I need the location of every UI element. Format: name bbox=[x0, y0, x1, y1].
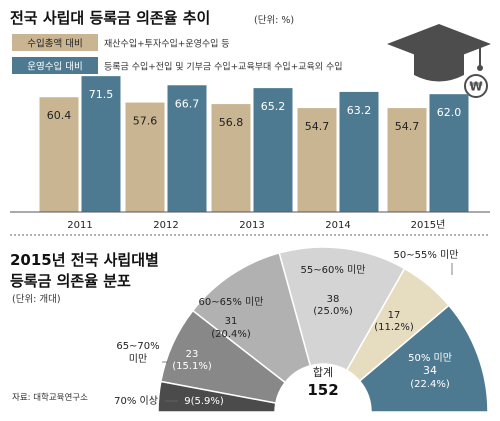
legend-desc-operating: 등록금 수입+전입 및 기부금 수입+교육부대 수입+교육외 수입 bbox=[104, 61, 343, 73]
x-tick-labels: 2011 2012 2013 2014 2015년 bbox=[67, 219, 445, 231]
bar-revenue-total-2013 bbox=[211, 104, 251, 212]
bar-value-label: 66.7 bbox=[175, 97, 200, 110]
bar-value-label: 65.2 bbox=[261, 100, 286, 113]
bar-value-label: 62.0 bbox=[437, 106, 462, 119]
x-tick-label: 2014 bbox=[325, 220, 350, 231]
slice-label: 38 bbox=[327, 294, 340, 305]
slice-label: 31 bbox=[225, 316, 238, 327]
bar-revenue-total-2012 bbox=[125, 102, 165, 212]
slice-label: 미만 bbox=[129, 353, 147, 365]
bar-value-label: 71.5 bbox=[89, 88, 114, 101]
bar-revenue-total-2015 bbox=[387, 108, 427, 212]
bar-operating-2015 bbox=[429, 94, 469, 212]
svg-text:₩: ₩ bbox=[469, 80, 483, 94]
total-value: 152 bbox=[307, 381, 338, 399]
bar-value-label: 57.6 bbox=[133, 115, 158, 128]
slice-label: 50~55% 미만 bbox=[394, 249, 459, 261]
bar-value-label: 56.8 bbox=[219, 116, 244, 129]
bar-value-label: 60.4 bbox=[47, 109, 72, 122]
slice-label: (22.4%) bbox=[410, 379, 450, 390]
slice-label: 60~65% 미만 bbox=[199, 296, 264, 308]
legend-label-revenue-total: 수입총액 대비 bbox=[27, 38, 82, 50]
total-label: 합계 bbox=[313, 366, 333, 379]
bar-revenue-total-2014 bbox=[297, 108, 337, 212]
bar-chart-unit: (단위: %) bbox=[254, 14, 294, 26]
slice-label: 55~60% 미만 bbox=[301, 264, 366, 276]
bar-chart-title: 전국 사립대 등록금 의존율 추이 bbox=[10, 9, 210, 27]
bar-operating-2014 bbox=[339, 91, 379, 212]
slice-label: 9(5.9%) bbox=[184, 396, 224, 407]
slice-label: 70% 이상 bbox=[114, 395, 158, 407]
slice-label: (11.2%) bbox=[374, 322, 414, 333]
slice-label: (25.0%) bbox=[313, 306, 353, 317]
legend-desc-revenue-total: 재산수입+투자수입+운영수입 등 bbox=[104, 38, 230, 50]
slice-label: 34 bbox=[423, 364, 437, 377]
legend-swatch-operating bbox=[12, 57, 98, 74]
pie-unit: (단위: 개대) bbox=[12, 293, 61, 305]
donut-slice bbox=[157, 380, 277, 413]
bar-operating-2012 bbox=[167, 85, 207, 212]
bar-revenue-total-2011 bbox=[39, 97, 79, 212]
legend-label-operating: 운영수입 대비 bbox=[27, 61, 82, 73]
slice-label: (15.1%) bbox=[172, 361, 212, 372]
pie-title-line-2: 등록금 의존율 분포 bbox=[10, 272, 131, 290]
pie-title-line-1: 2015년 전국 사립대별 bbox=[10, 251, 159, 269]
source-note: 자료: 대학교육연구소 bbox=[12, 392, 88, 403]
slice-label: 23 bbox=[186, 349, 199, 360]
x-tick-label: 2015년 bbox=[411, 219, 446, 231]
donut-slice bbox=[278, 246, 406, 372]
bar-value-label: 63.2 bbox=[347, 104, 372, 117]
bar-value-label: 54.7 bbox=[305, 120, 330, 133]
bar-value-label: 54.7 bbox=[395, 120, 420, 133]
legend-swatch-revenue-total bbox=[12, 34, 98, 51]
bar-operating-2013 bbox=[253, 88, 293, 212]
bar-group: 60.4 71.5 57.6 66.7 56.8 65.2 54.7 63.2 54.7 62.0 bbox=[39, 76, 469, 213]
slice-label: 50% 미만 bbox=[408, 352, 452, 364]
x-tick-label: 2012 bbox=[153, 220, 178, 231]
slice-label: 65~70% bbox=[116, 341, 159, 352]
donut-slice bbox=[358, 304, 489, 413]
x-tick-label: 2011 bbox=[67, 220, 92, 231]
slice-label: 17 bbox=[388, 310, 401, 321]
graduation-cap-won-icon: ₩ bbox=[387, 24, 491, 98]
bar-operating-2011 bbox=[81, 76, 121, 213]
x-tick-label: 2013 bbox=[239, 220, 264, 231]
slice-label: (20.4%) bbox=[211, 329, 251, 340]
